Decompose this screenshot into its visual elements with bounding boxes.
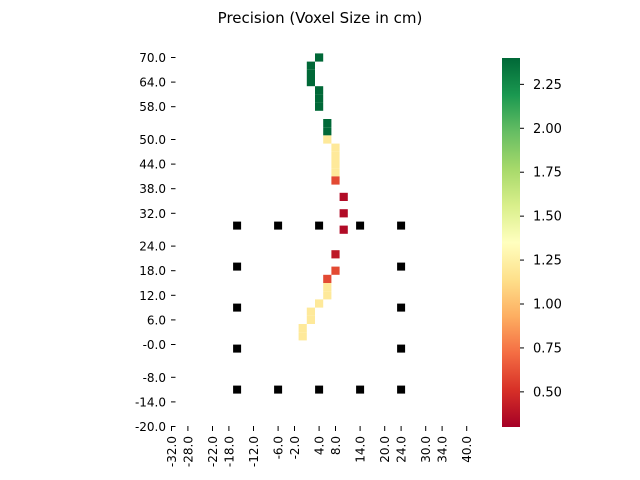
x-tick-label: -28.0 (181, 436, 195, 467)
x-tick-label: -6.0 (272, 436, 286, 459)
heatmap-cell (339, 209, 348, 218)
y-tick-label: -8.0 (143, 371, 166, 385)
marker-square (233, 262, 242, 271)
marker-square (356, 221, 365, 230)
marker-square (274, 221, 283, 230)
heatmap-cell (306, 307, 315, 316)
x-tick-label: 30.0 (419, 436, 433, 463)
heatmap-cell (323, 135, 332, 144)
y-tick-label: 12.0 (139, 289, 166, 303)
colorbar-gradient (502, 58, 520, 427)
y-tick-label: 18.0 (139, 264, 166, 278)
colorbar-tick-label: 1.50 (533, 210, 562, 225)
y-tick-label: 70.0 (139, 51, 166, 65)
y-tick-label: 32.0 (139, 207, 166, 221)
heatmap-cell (323, 283, 332, 292)
y-tick-label: 6.0 (147, 313, 166, 327)
colorbar-tick-label: 0.75 (533, 341, 562, 356)
marker-square (356, 385, 365, 394)
heatmap-cell (315, 86, 324, 95)
colorbar-tick-label: 0.50 (533, 385, 562, 400)
colorbar-tick-label: 1.00 (533, 298, 562, 313)
chart-title: Precision (Voxel Size in cm) (218, 9, 423, 27)
x-tick-label: -12.0 (247, 436, 261, 467)
heatmap-cell (331, 160, 340, 169)
heatmap-cell (306, 69, 315, 78)
x-tick-label: -22.0 (206, 436, 220, 467)
heatmap-cell (331, 250, 340, 259)
heatmap-cell (298, 324, 307, 333)
marker-square (315, 385, 324, 394)
marker-square (397, 344, 406, 353)
y-tick-label: 50.0 (139, 133, 166, 147)
heatmap-cell (315, 299, 324, 308)
y-tick-label: 58.0 (139, 100, 166, 114)
heatmap-cell (331, 176, 340, 185)
x-tick-label: -18.0 (222, 436, 236, 467)
colorbar-tick-label: 2.00 (533, 122, 562, 137)
marker-square (397, 303, 406, 312)
x-tick-label: 14.0 (354, 436, 368, 463)
heatmap-cell (306, 78, 315, 87)
marker-square (233, 303, 242, 312)
marker-square (274, 385, 283, 394)
heatmap-cell (331, 151, 340, 160)
heatmap-cell (306, 61, 315, 70)
heatmap-cell (315, 53, 324, 62)
heatmap-cell (331, 143, 340, 152)
colorbar: 0.50 0.75 1.00 1.25 1.50 1.75 2.00 2.25 (502, 58, 562, 427)
marker-square (397, 262, 406, 271)
x-tick-label: 20.0 (378, 436, 392, 463)
marker-square (397, 385, 406, 394)
marker-square (233, 385, 242, 394)
y-tick-label: 64.0 (139, 76, 166, 90)
x-tick-label: 40.0 (460, 436, 474, 463)
x-tick-label: -2.0 (288, 436, 302, 459)
y-tick-label: 38.0 (139, 182, 166, 196)
heatmap-cell (339, 192, 348, 201)
x-tick-label: 8.0 (329, 436, 343, 455)
heatmap-cell (306, 315, 315, 324)
heatmap-cell (323, 127, 332, 136)
colorbar-tick-label: 2.25 (533, 78, 562, 93)
heatmap-cell (315, 94, 324, 103)
heatmap-cell (323, 274, 332, 283)
y-tick-label: 44.0 (139, 158, 166, 172)
colorbar-tick-label: 1.25 (533, 254, 562, 269)
y-tick-label: -14.0 (135, 395, 166, 409)
y-axis: 70.0 64.0 58.0 50.0 44.0 38.0 32.0 24.0 18.0 12.0… (135, 51, 176, 434)
heatmap-cell (339, 225, 348, 234)
x-tick-label: 4.0 (313, 436, 327, 455)
heatmap-cell (331, 168, 340, 177)
marker-square (233, 344, 242, 353)
marker-square (397, 221, 406, 230)
heatmap-cell (315, 102, 324, 111)
x-tick-label: -32.0 (165, 436, 179, 467)
x-tick-label: 24.0 (395, 436, 409, 463)
heatmap-cell (323, 119, 332, 128)
heatmap-cell (323, 291, 332, 300)
y-tick-label: 24.0 (139, 240, 166, 254)
heatmap-cell (298, 332, 307, 341)
y-tick-label: -20.0 (135, 420, 166, 434)
marker-square (315, 221, 324, 230)
marker-square (233, 221, 242, 230)
x-tick-label: 34.0 (436, 436, 450, 463)
x-axis: -32.0 -28.0 -22.0 -18.0 -12.0 -6.0 -2.0 4.0 8.0 1… (165, 426, 474, 467)
colorbar-tick-label: 1.75 (533, 166, 562, 181)
y-tick-label: -0.0 (143, 338, 166, 352)
heatmap-cell (331, 266, 340, 275)
heatmap-cells (298, 53, 348, 341)
marker-points (233, 221, 406, 394)
